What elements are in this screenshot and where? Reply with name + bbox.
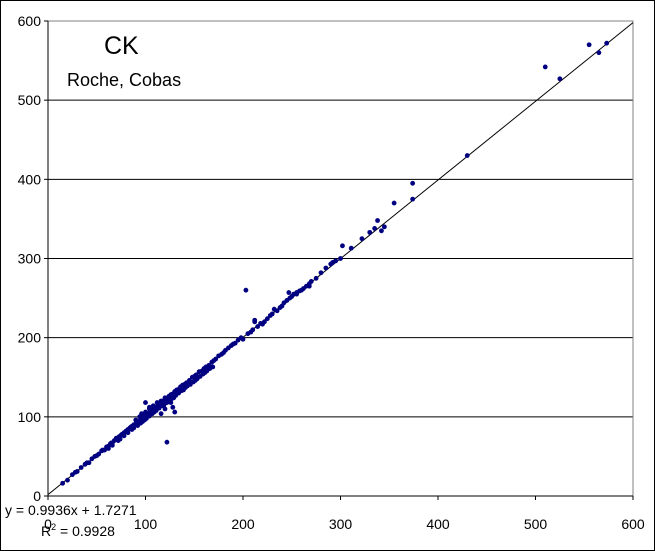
data-point-0-195 — [391, 200, 397, 206]
data-point-0-183 — [286, 290, 292, 295]
data-point-0-184 — [294, 291, 300, 297]
data-point-0-202 — [596, 50, 602, 56]
data-point-0-136 — [162, 395, 168, 401]
data-point-0-189 — [359, 236, 365, 242]
x-tick-label-6: 600 — [621, 516, 645, 532]
data-point-0-145 — [164, 439, 170, 445]
data-point-0-1 — [65, 477, 70, 483]
data-point-0-186 — [330, 260, 336, 265]
data-point-0-176 — [323, 265, 329, 271]
data-point-0-155 — [262, 319, 267, 325]
tick-labels: 0 100 200 300 400 500 600 0 100 200 300 400 500 600 — [18, 13, 645, 532]
data-point-0-173 — [308, 279, 314, 284]
data-point-0-91 — [117, 436, 123, 442]
data-point-0-199 — [542, 64, 548, 70]
data-point-0-191 — [372, 226, 378, 231]
y-tick-label-6: 600 — [18, 13, 42, 29]
data-point-0-93 — [125, 430, 131, 436]
axis-layer — [44, 20, 634, 500]
data-point-0-139 — [147, 404, 152, 410]
data-point-0-5 — [78, 465, 84, 470]
data-point-0-8 — [86, 460, 92, 466]
y-tick-label-3: 300 — [18, 251, 42, 267]
x-tick-label-3: 300 — [329, 516, 353, 532]
data-point-0-188 — [348, 245, 354, 251]
y-tick-label-0: 0 — [33, 488, 41, 504]
y-tick-label-2: 200 — [18, 330, 42, 346]
data-point-0-135 — [158, 398, 164, 404]
data-point-0-185 — [306, 283, 312, 289]
data-point-0-156 — [264, 316, 270, 322]
r-squared-value: = 0.9928 — [56, 523, 115, 539]
r-squared-symbol: R — [41, 523, 51, 539]
x-tick-label-0: 0 — [44, 516, 52, 532]
data-point-0-92 — [121, 433, 127, 439]
data-point-0-174 — [313, 275, 319, 281]
data-point-0-144 — [172, 409, 178, 415]
data-point-0-0 — [60, 480, 66, 486]
data-point-0-88 — [106, 446, 111, 451]
data-point-0-158 — [269, 311, 275, 317]
data-point-0-197 — [410, 180, 416, 186]
data-point-0-4 — [74, 469, 80, 474]
data-point-0-194 — [381, 224, 387, 230]
data-point-0-147 — [240, 336, 246, 342]
data-point-0-190 — [367, 229, 373, 235]
data-point-0-127 — [210, 364, 216, 370]
data-point-0-137 — [166, 393, 172, 399]
data-point-0-193 — [379, 228, 384, 234]
data-point-0-187 — [340, 243, 345, 249]
chart-subtitle: Roche, Cobas — [67, 70, 181, 90]
data-point-0-180 — [243, 287, 249, 293]
data-point-0-182 — [271, 306, 277, 312]
data-point-0-200 — [557, 76, 563, 82]
x-tick-label-5: 500 — [524, 516, 548, 532]
data-point-0-142 — [162, 406, 168, 412]
data-point-0-146 — [170, 404, 176, 410]
data-point-0-131 — [143, 409, 148, 415]
data-point-0-192 — [375, 218, 380, 223]
data-point-0-150 — [250, 327, 256, 333]
data-point-0-66 — [186, 378, 192, 383]
r-squared-superscript: 2 — [51, 522, 56, 532]
data-point-0-77 — [213, 356, 219, 362]
x-tick-label-1: 100 — [134, 516, 158, 532]
y-tick-label-5: 500 — [18, 92, 42, 108]
trendline-equation: y = 0.9936x + 1.7271 — [5, 502, 137, 518]
data-point-0-89 — [109, 442, 115, 448]
data-point-0-138 — [143, 400, 148, 405]
data-point-0-198 — [464, 153, 470, 158]
data-point-0-201 — [586, 42, 592, 48]
y-tick-label-1: 100 — [18, 409, 42, 425]
chart-title: CK — [104, 32, 139, 60]
data-point-0-133 — [150, 403, 156, 409]
y-tick-label-4: 400 — [18, 171, 42, 187]
data-points — [60, 40, 610, 486]
data-point-0-128 — [133, 417, 139, 423]
data-point-0-179 — [338, 256, 343, 261]
r-squared-label: R2 = 0.9928 — [41, 522, 115, 539]
data-point-0-143 — [168, 400, 174, 405]
data-point-0-175 — [318, 270, 324, 276]
data-point-0-134 — [154, 400, 160, 405]
data-point-0-95 — [131, 425, 137, 431]
data-point-0-141 — [158, 411, 164, 417]
x-tick-label-2: 200 — [231, 516, 255, 532]
data-point-0-12 — [96, 451, 102, 457]
x-tick-label-4: 400 — [426, 516, 450, 532]
data-point-0-181 — [252, 317, 258, 323]
data-point-0-130 — [139, 411, 145, 417]
data-point-0-69 — [193, 372, 199, 378]
data-point-0-196 — [410, 196, 416, 202]
data-point-0-85 — [232, 340, 238, 346]
data-point-0-140 — [152, 408, 158, 413]
data-point-0-152 — [255, 324, 261, 329]
data-point-0-203 — [604, 40, 610, 46]
